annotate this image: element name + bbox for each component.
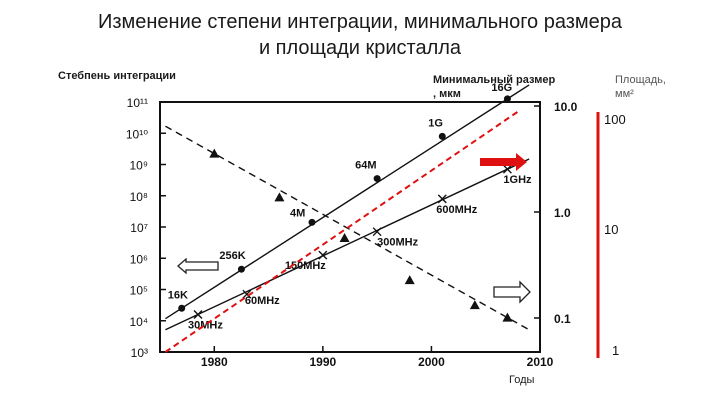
y-left-tick-label: 10⁸ [130, 190, 148, 204]
data-point-circle [237, 265, 245, 273]
data-label: 16G [491, 82, 512, 94]
data-label: 64M [355, 160, 376, 172]
area-tick-100: 100 [604, 112, 626, 127]
data-point-triangle [469, 300, 480, 310]
x-mark-stroke [437, 194, 447, 204]
data-point-triangle [404, 275, 415, 285]
series-line-red-dashed [164, 110, 519, 353]
data-point-x [318, 250, 328, 260]
x-mark-stroke [372, 227, 382, 237]
red-arrow-icon [480, 153, 527, 171]
y-left-tick-label: 10⁹ [130, 159, 149, 173]
area-axis-label-line2: мм² [615, 88, 634, 100]
left-arrow-icon [177, 257, 219, 275]
data-label: 16K [168, 289, 188, 301]
data-point-x [502, 164, 512, 174]
y-left-tick-label: 10¹¹ [127, 96, 148, 110]
data-label: 256K [219, 250, 245, 262]
area-tick-10: 10 [604, 222, 619, 237]
y-left-tick-label: 10⁴ [129, 315, 148, 329]
right-arrow-outline-icon [493, 280, 531, 304]
data-point-circle [438, 132, 446, 140]
y-right-tick-label: 0.1 [554, 312, 571, 326]
x-mark-stroke [242, 289, 252, 299]
data-label: 4M [290, 207, 305, 219]
data-point-circle [308, 218, 316, 226]
y-left-tick-label: 10⁵ [130, 284, 148, 298]
data-point-x [242, 289, 252, 299]
data-label: 600MHz [436, 204, 477, 216]
data-label: 1GHz [503, 174, 532, 186]
data-point-x [437, 194, 447, 204]
y-left-tick-label: 10⁶ [130, 252, 148, 266]
right-axis-label-line1: Минимальный размер [433, 74, 556, 86]
y-right-tick-label: 10.0 [554, 100, 578, 114]
y-left-tick-label: 10³ [131, 346, 148, 360]
x-tick-label: 2000 [418, 355, 445, 369]
data-point-x [193, 310, 203, 319]
x-tick-label: 2010 [527, 355, 554, 369]
series-line-solid-circle [165, 84, 530, 320]
data-point-triangle [209, 148, 220, 158]
x-mark-stroke [193, 310, 203, 319]
data-label: 30MHz [188, 320, 223, 332]
data-label: 60MHz [245, 295, 280, 307]
data-point-x [372, 227, 382, 237]
data-point-circle [178, 304, 186, 312]
x-axis-label: Годы [509, 374, 535, 386]
x-mark-stroke [502, 164, 512, 174]
y-right-tick-label: 1.0 [554, 206, 571, 220]
x-tick-label: 1990 [310, 355, 337, 369]
data-point-triangle [339, 232, 350, 242]
right-axis-label-line2: , мкм [433, 88, 461, 100]
data-point-triangle [502, 312, 513, 322]
series-line-solid-x [165, 158, 530, 331]
left-axis-label: Стебпень интеграции [58, 70, 176, 82]
data-label: 150MHz [285, 260, 326, 272]
area-axis-label-line1: Площадь, [615, 74, 666, 86]
y-left-tick-label: 10¹⁰ [126, 127, 148, 141]
data-point-triangle [274, 192, 285, 202]
data-point-circle [503, 95, 511, 103]
x-mark-stroke [318, 250, 328, 260]
y-left-tick-label: 10⁷ [130, 221, 148, 235]
title-line-1: Изменение степени интеграции, минимально… [97, 11, 623, 33]
data-label: 1G [428, 117, 443, 129]
title-line-2: и площади кристалла [258, 37, 462, 59]
data-point-circle [373, 175, 381, 183]
area-tick-1: 1 [612, 343, 620, 358]
x-tick-label: 1980 [201, 355, 228, 369]
data-label: 300MHz [377, 237, 418, 249]
